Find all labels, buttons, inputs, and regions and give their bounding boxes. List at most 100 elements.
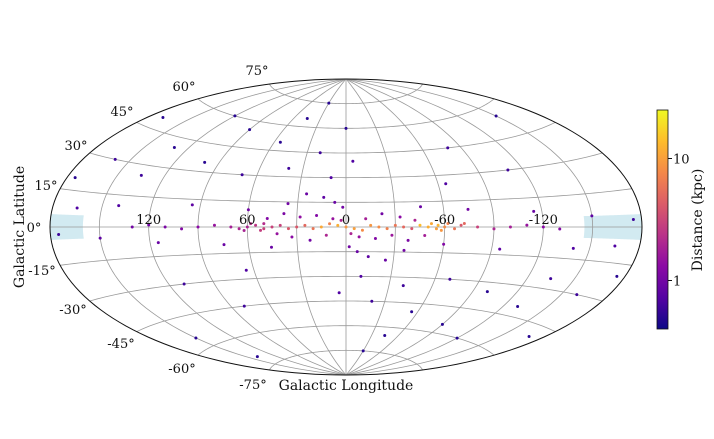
data-point [436,223,440,227]
data-point [196,225,200,229]
data-point [575,293,579,297]
colorbar-tick-label: 1 [673,275,681,290]
data-point [516,304,520,308]
data-point [244,268,248,272]
data-point [117,204,121,208]
data-point [485,290,489,294]
data-point [429,222,433,226]
data-point [73,176,77,180]
data-point [57,233,61,237]
data-point [410,310,414,314]
data-point [286,227,290,231]
data-point [278,223,282,227]
data-point [130,225,134,229]
data-point [380,212,384,216]
data-point [462,221,466,225]
y-axis-label: Galactic Latitude [12,166,28,288]
latitude-tick-labels: 75° 60° 45° 30° 15° 0° -15° -30° -45° -60° -75° [27,64,269,393]
data-point [615,274,619,278]
data-point [549,277,553,281]
data-point [305,192,309,196]
data-point [270,225,274,229]
data-point [98,236,102,240]
longitude-tick-labels: 120 60 0 -60 -120 [136,213,558,228]
data-point [278,140,282,144]
lat-tick-label: 75° [245,64,268,79]
data-point [333,200,337,204]
data-point [351,159,355,163]
colorbar-ticks: 1 10 [668,153,690,290]
lat-tick-label: 60° [172,80,195,95]
data-point [385,227,389,231]
data-point [212,223,216,227]
lon-tick-label: 0 [342,213,350,228]
data-point [527,335,531,338]
data-point [240,173,244,177]
data-point [418,223,422,227]
data-point [336,223,340,227]
lat-tick-label: -45° [107,337,134,352]
data-point [113,157,117,161]
data-point [315,213,319,217]
data-point [265,217,269,221]
data-point [347,245,351,249]
data-point [246,208,250,212]
data-point [631,217,635,221]
data-point [222,243,226,247]
data-point [352,227,356,231]
data-point [453,227,457,231]
data-point [410,227,414,231]
map-outline [49,78,643,376]
data-point [249,222,253,226]
data-point [355,250,359,254]
data-point [182,282,186,286]
data-point [369,223,373,227]
data-point [318,151,322,155]
data-point [402,225,406,229]
data-point [476,225,480,229]
data-point [339,218,343,222]
data-point [254,223,258,227]
data-point [360,228,364,232]
data-point [139,173,143,177]
data-point [337,291,341,295]
data-point [383,258,387,262]
data-point [275,232,279,236]
data-point [366,255,370,259]
data-point [255,355,259,359]
data-point [329,176,333,180]
colorbar [656,109,669,330]
data-point [466,207,470,211]
data-point [413,218,417,222]
data-point [282,212,286,216]
data-point [305,117,309,121]
data-point [383,333,387,337]
colorbar-label: Distance (kpc) [690,169,706,272]
data-point [259,228,263,232]
data-point [508,225,512,229]
data-point [190,203,194,207]
data-point [401,284,405,288]
lat-tick-label: 30° [64,139,87,154]
data-point [390,233,394,237]
data-point [308,238,312,242]
data-point [341,205,345,209]
data-point [398,215,402,219]
data-point [494,114,498,118]
data-point [242,304,246,308]
data-point [262,227,266,231]
data-point [319,225,323,229]
x-axis-label: Galactic Longitude [279,378,414,394]
data-point [492,227,496,231]
data-point [163,225,167,229]
data-point [344,126,348,130]
data-point [295,225,299,229]
data-point [419,205,423,209]
data-point [303,223,307,227]
data-point [364,217,368,221]
data-point [558,227,562,231]
data-point [613,244,617,248]
data-point [286,202,290,206]
data-point [423,233,427,237]
data-point [442,242,446,246]
